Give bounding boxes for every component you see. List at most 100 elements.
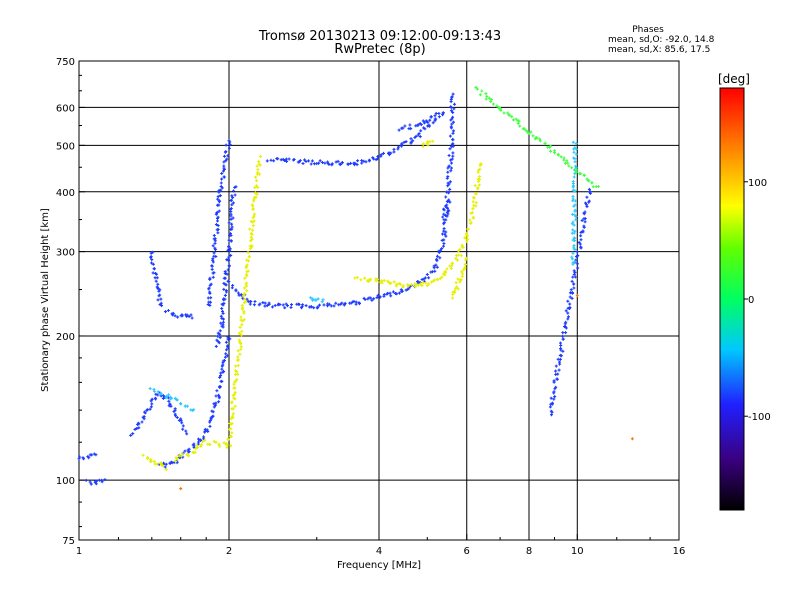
data-point xyxy=(451,142,455,146)
data-point xyxy=(304,304,308,308)
data-point xyxy=(320,300,324,304)
data-point xyxy=(571,251,575,255)
data-point xyxy=(352,299,356,303)
data-point xyxy=(464,262,468,266)
data-point xyxy=(322,303,326,307)
data-point xyxy=(550,410,554,414)
data-point xyxy=(419,129,423,133)
data-point xyxy=(630,437,634,441)
data-point xyxy=(222,287,226,291)
data-point xyxy=(472,203,476,207)
x-tick-label: 2 xyxy=(226,546,232,557)
data-point xyxy=(449,158,453,162)
data-point xyxy=(449,125,453,129)
data-point xyxy=(409,127,413,131)
stats-line-o: mean, sd,O: -92.0, 14.8 xyxy=(608,35,715,45)
data-point xyxy=(336,159,340,163)
data-point xyxy=(447,182,451,186)
data-point xyxy=(420,284,424,287)
data-point xyxy=(459,278,463,282)
data-point xyxy=(342,303,346,307)
data-point xyxy=(397,128,401,132)
data-point xyxy=(570,257,574,261)
data-point xyxy=(265,304,269,308)
data-point xyxy=(208,303,212,307)
data-point xyxy=(149,458,153,461)
data-point xyxy=(581,230,585,234)
data-point xyxy=(425,273,429,276)
data-point xyxy=(472,216,476,220)
data-point xyxy=(234,289,238,293)
data-point xyxy=(228,337,232,341)
data-point xyxy=(370,298,374,302)
data-point xyxy=(194,447,198,450)
data-point xyxy=(421,145,425,148)
data-point xyxy=(499,108,503,112)
x-tick-label: 16 xyxy=(673,546,686,557)
data-point xyxy=(148,387,152,391)
data-point xyxy=(579,234,583,238)
data-point xyxy=(255,192,259,196)
data-point xyxy=(507,113,511,117)
data-point xyxy=(517,119,521,123)
data-point xyxy=(232,189,235,193)
data-point xyxy=(567,164,571,168)
data-point xyxy=(239,345,243,349)
data-point xyxy=(229,207,233,210)
data-point xyxy=(223,270,227,274)
data-point xyxy=(246,250,250,254)
data-point xyxy=(249,235,253,239)
data-point xyxy=(408,123,412,127)
data-point xyxy=(219,185,223,188)
stats-heading: Phases xyxy=(632,25,664,35)
data-point xyxy=(226,335,230,339)
data-point xyxy=(208,424,212,428)
data-point xyxy=(156,393,160,397)
data-point xyxy=(458,248,462,251)
data-point xyxy=(485,94,489,98)
y-axis-label: Stationary phase Virtual Height [km] xyxy=(40,208,51,392)
data-point xyxy=(464,256,468,260)
data-point xyxy=(442,221,446,225)
data-point xyxy=(242,318,246,322)
data-point xyxy=(179,487,183,491)
data-point xyxy=(571,188,575,192)
data-point xyxy=(221,309,224,313)
data-point xyxy=(249,231,253,235)
data-point xyxy=(506,111,510,115)
data-point xyxy=(543,141,547,145)
data-point xyxy=(256,168,260,172)
data-point xyxy=(269,158,273,162)
data-point xyxy=(367,159,371,163)
data-point xyxy=(245,258,249,262)
data-point xyxy=(582,224,586,228)
data-point xyxy=(326,160,330,164)
data-point xyxy=(318,303,321,307)
data-point xyxy=(230,407,234,411)
data-point xyxy=(572,286,576,290)
data-point xyxy=(214,440,218,444)
data-point xyxy=(252,303,256,307)
plot-area: 1 2 4 6 8 10 16 75 100 200 300 400 500 600 750 xyxy=(56,57,685,557)
data-point xyxy=(416,133,420,137)
data-point xyxy=(571,140,575,144)
data-point xyxy=(180,314,184,318)
data-point xyxy=(229,435,233,439)
data-point xyxy=(571,180,575,184)
data-point xyxy=(216,203,219,207)
x-tick-label: 10 xyxy=(571,546,584,557)
data-point xyxy=(215,389,219,393)
data-point xyxy=(222,317,225,321)
data-point xyxy=(316,297,320,301)
data-point xyxy=(82,457,86,461)
data-point xyxy=(573,189,577,193)
data-point xyxy=(476,186,480,190)
data-point xyxy=(243,276,247,280)
data-point xyxy=(300,306,303,310)
data-point xyxy=(450,157,454,161)
data-point xyxy=(225,445,229,449)
data-point xyxy=(382,293,386,297)
data-point xyxy=(571,275,575,279)
data-point xyxy=(529,130,533,134)
data-point xyxy=(232,382,236,386)
